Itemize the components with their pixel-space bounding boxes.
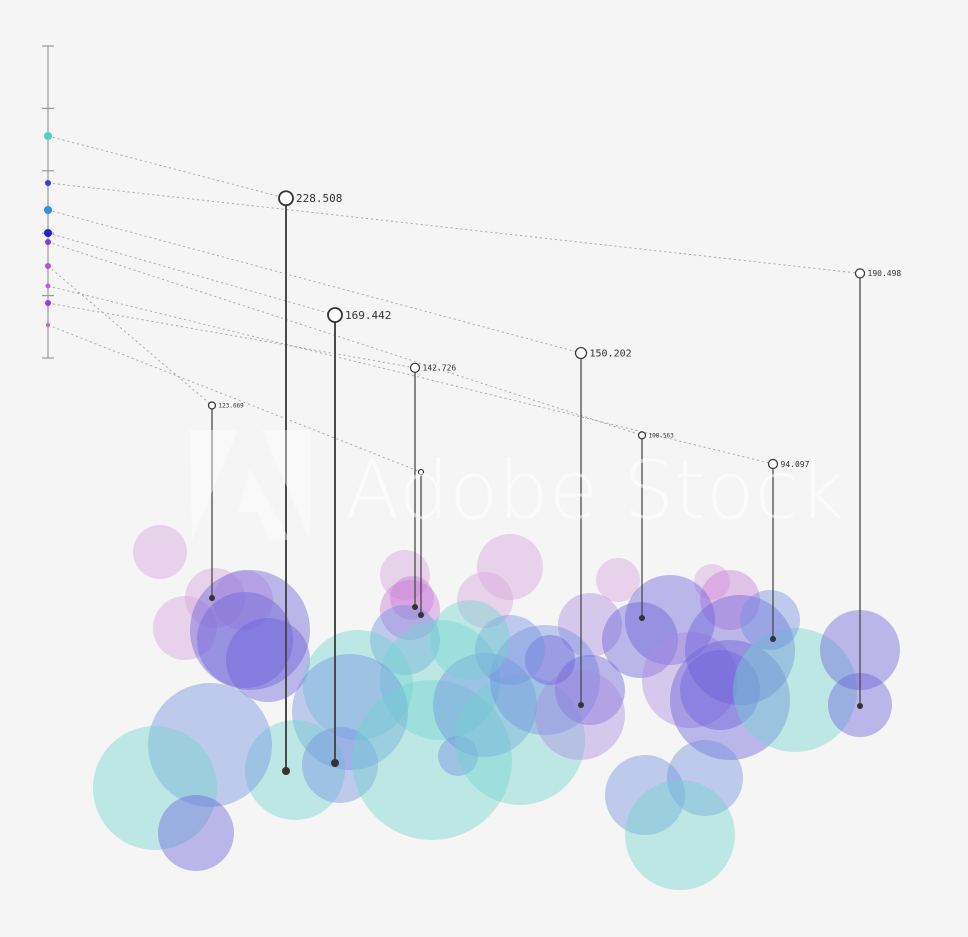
stem-top-marker <box>637 431 647 440</box>
connector-lines <box>47 135 861 473</box>
bubble <box>625 575 715 665</box>
bubble <box>390 576 434 620</box>
bubble <box>197 592 293 688</box>
bubble <box>680 650 760 730</box>
bubble <box>667 740 743 816</box>
stem-base-dot <box>418 612 424 618</box>
connector-line <box>47 302 416 369</box>
connector-line <box>47 265 213 406</box>
bubble <box>625 780 735 890</box>
bubble <box>685 595 795 705</box>
bubble <box>694 564 730 600</box>
stem-top-marker <box>417 468 425 476</box>
connector-line <box>47 209 582 354</box>
scale-dot <box>44 229 52 237</box>
stem-base-dot <box>412 604 418 610</box>
bubble <box>302 727 378 803</box>
connector-line <box>47 324 422 473</box>
scale-dot <box>45 283 51 289</box>
stem-value-label: 108.563 <box>649 432 675 439</box>
bubble <box>380 550 430 600</box>
bubble <box>490 625 600 735</box>
bubble <box>213 570 273 630</box>
scale-dot <box>44 206 52 214</box>
stem-base-dot <box>639 615 645 621</box>
bubble <box>245 720 345 820</box>
stem-value-label: 150.202 <box>590 349 632 360</box>
watermark-text: Adobe Stock <box>345 444 845 537</box>
bubble <box>605 755 685 835</box>
stem-value-label: 94.097 <box>781 460 810 469</box>
bubble <box>670 640 790 760</box>
bubble <box>370 605 440 675</box>
stem-value-label: 123.669 <box>219 403 245 410</box>
bubble <box>558 593 622 657</box>
stem-value-label: 169.442 <box>345 309 391 322</box>
scale-dot <box>45 263 51 269</box>
stem-base-dot <box>578 702 584 708</box>
bubble <box>455 675 585 805</box>
adobe-stock-watermark: Adobe Stock <box>190 430 845 540</box>
stem-top-marker <box>278 190 294 207</box>
stem-value-label: 190.498 <box>868 269 902 278</box>
bubble <box>303 630 413 740</box>
bubble <box>525 635 575 685</box>
scale-dot <box>45 300 51 306</box>
bubble <box>700 570 760 630</box>
stem-top-marker <box>767 458 779 470</box>
scale-dot <box>45 180 51 186</box>
scale-dot <box>45 239 51 245</box>
scale-dot <box>46 323 50 327</box>
connector-line <box>47 182 861 274</box>
stem-base-dot <box>209 595 215 601</box>
bubble <box>740 590 800 650</box>
bubble <box>158 795 234 871</box>
bubble <box>380 620 500 740</box>
bubble <box>555 655 625 725</box>
bubble <box>602 602 678 678</box>
bubble <box>190 570 310 690</box>
bubble-cloud <box>93 525 900 890</box>
scale-dot <box>44 132 52 140</box>
bubble <box>477 534 543 600</box>
stem-base-dot <box>331 759 339 767</box>
stem-top-marker <box>574 346 588 360</box>
scale-axis <box>42 45 54 359</box>
bubble <box>352 680 512 840</box>
bubble <box>430 600 510 680</box>
bubble <box>133 525 187 579</box>
bubble <box>475 615 545 685</box>
bubble <box>153 596 217 660</box>
stem-top-marker <box>854 268 866 279</box>
stem-top-marker <box>409 362 421 373</box>
bubble <box>535 670 625 760</box>
bubble <box>292 654 408 770</box>
stem-base-dot <box>282 767 290 775</box>
stem-value-label: 228.508 <box>296 192 342 205</box>
adobe-logo-icon <box>190 430 310 540</box>
stem-base-dot <box>770 636 776 642</box>
bubble <box>733 628 857 752</box>
bubble <box>226 618 310 702</box>
bubble <box>148 683 272 807</box>
bubble <box>93 726 217 850</box>
stem-top-marker <box>207 401 217 410</box>
connector-line <box>47 135 287 199</box>
stem-value-label: 142.726 <box>423 364 457 373</box>
bubble <box>438 736 478 776</box>
stem-base-dot <box>857 703 863 709</box>
bubble <box>433 653 537 757</box>
bubble <box>457 572 513 628</box>
connector-line <box>47 241 643 436</box>
value-stems: 123.669 228.508 169.442 142.726 150.202 108.5… <box>207 190 902 775</box>
stem-top-marker <box>327 307 343 323</box>
bubble <box>642 632 738 728</box>
bubble <box>380 580 440 640</box>
bubble <box>596 558 640 602</box>
